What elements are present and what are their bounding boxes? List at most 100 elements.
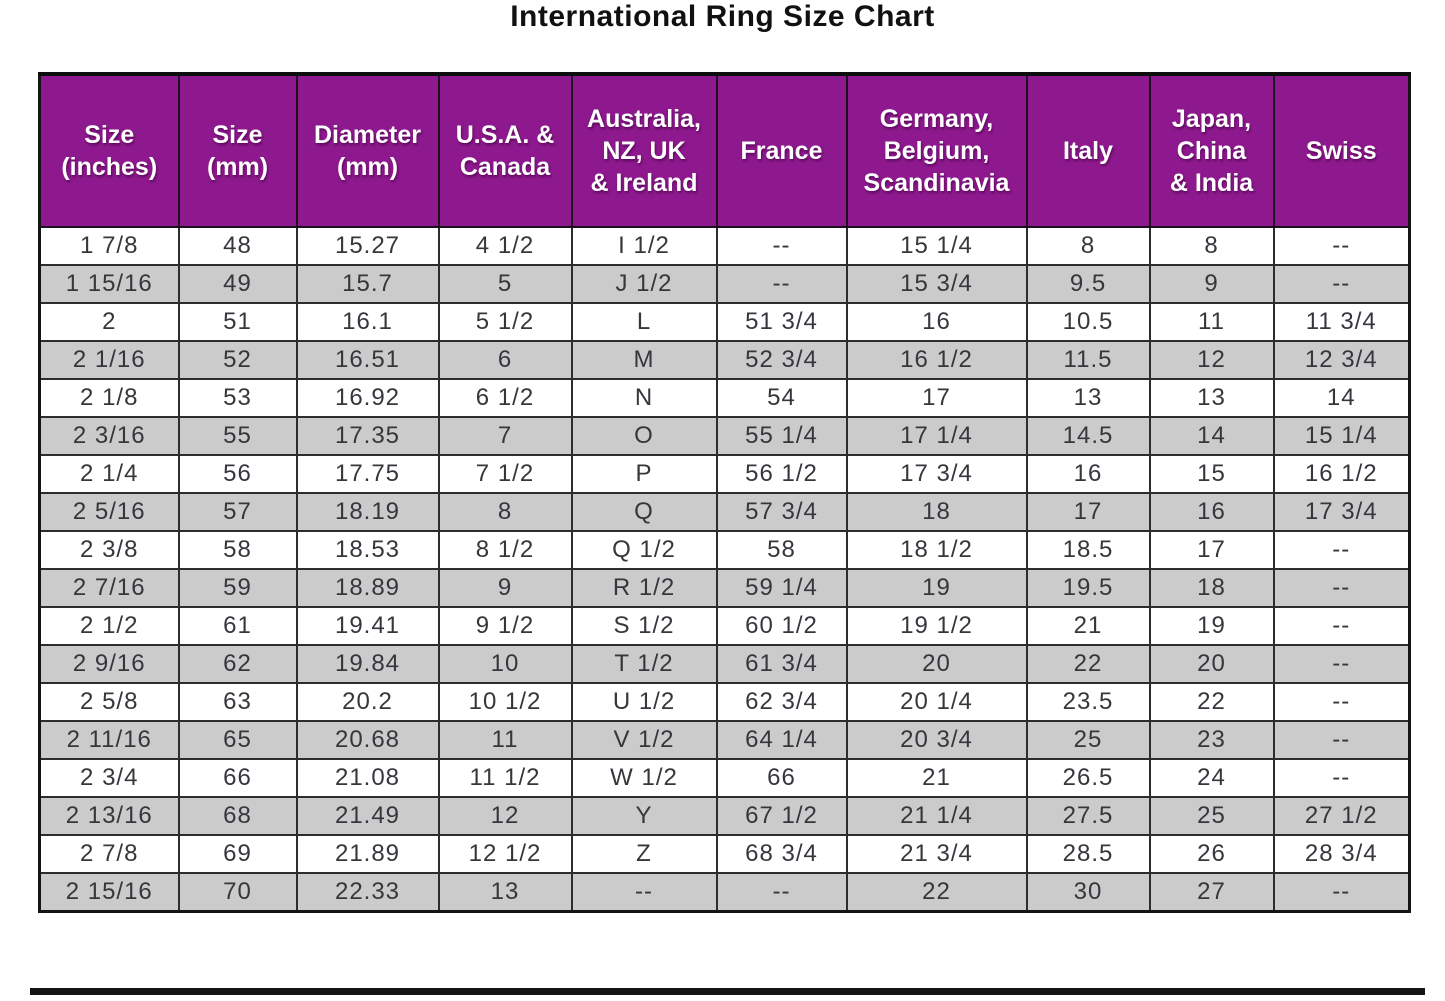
table-cell: R 1/2 [570, 568, 718, 608]
table-cell: 19.84 [295, 644, 440, 684]
table-cell: 63 [177, 682, 298, 722]
table-cell: 2 1/2 [38, 606, 180, 646]
table-cell: 8 1/2 [437, 530, 573, 570]
table-cell: -- [1272, 226, 1411, 266]
table-cell: 6 1/2 [437, 378, 573, 418]
table-cell: 58 [715, 530, 848, 570]
table-cell: 66 [177, 758, 298, 798]
table-cell: 7 1/2 [437, 454, 573, 494]
table-cell: 16.92 [295, 378, 440, 418]
table-cell: 55 1/4 [715, 416, 848, 456]
table-cell: 21 [1025, 606, 1151, 646]
table-cell: -- [1272, 682, 1411, 722]
table-cell: 19 [1148, 606, 1275, 646]
table-cell: 62 [177, 644, 298, 684]
table-cell: -- [715, 872, 848, 913]
table-cell: 18 1/2 [845, 530, 1028, 570]
table-cell: 2 5/16 [38, 492, 180, 532]
table-cell: 17 [1025, 492, 1151, 532]
table-cell: 21.89 [295, 834, 440, 874]
table-cell: Q 1/2 [570, 530, 718, 570]
table-cell: 13 [1148, 378, 1275, 418]
table-cell: 19.41 [295, 606, 440, 646]
table-cell: 24 [1148, 758, 1275, 798]
table-cell: O [570, 416, 718, 456]
table-cell: 8 [1025, 226, 1151, 266]
table-cell: -- [715, 264, 848, 304]
table-cell: 17 3/4 [1272, 492, 1411, 532]
table-cell: 16 [1148, 492, 1275, 532]
table-cell: 21 3/4 [845, 834, 1028, 874]
table-cell: 13 [1025, 378, 1151, 418]
table-cell: 16 1/2 [845, 340, 1028, 380]
table-cell: 1 15/16 [38, 264, 180, 304]
table-row: 2 1/4 56 17.75 7 1/2 P 56 1/2 17 3/4 16 15 16 1/2 [38, 454, 1411, 494]
table-cell: 8 [1148, 226, 1275, 266]
table-cell: 61 [177, 606, 298, 646]
column-header: Italy [1025, 72, 1151, 228]
table-cell: 13 [437, 872, 573, 913]
table-cell: 2 7/16 [38, 568, 180, 608]
table-cell: 11 3/4 [1272, 302, 1411, 342]
table-cell: 15 [1148, 454, 1275, 494]
table-row: 1 7/8 48 15.27 4 1/2 I 1/2 -- 15 1/4 8 8 -- [38, 226, 1411, 266]
table-header: Size (inches) Size (mm) Diameter (mm) U.S.A… [38, 72, 1411, 228]
table-cell: 12 1/2 [437, 834, 573, 874]
table-cell: 28 3/4 [1272, 834, 1411, 874]
table-cell: 55 [177, 416, 298, 456]
table-cell: 20 [845, 644, 1028, 684]
table-cell: 8 [437, 492, 573, 532]
table-cell: -- [1272, 568, 1411, 608]
table-cell: 67 1/2 [715, 796, 848, 836]
table-cell: 19.5 [1025, 568, 1151, 608]
table-cell: -- [1272, 264, 1411, 304]
table-cell: 2 5/8 [38, 682, 180, 722]
table-cell: 22.33 [295, 872, 440, 913]
table-cell: 60 1/2 [715, 606, 848, 646]
table-cell: 66 [715, 758, 848, 798]
table-cell: 48 [177, 226, 298, 266]
table-cell: J 1/2 [570, 264, 718, 304]
table-cell: 14 [1272, 378, 1411, 418]
column-header: U.S.A. & Canada [437, 72, 573, 228]
table-cell: 59 [177, 568, 298, 608]
table-cell: -- [1272, 606, 1411, 646]
table-cell: 61 3/4 [715, 644, 848, 684]
table-cell: 28.5 [1025, 834, 1151, 874]
table-cell: 5 [437, 264, 573, 304]
ring-size-table: Size (inches) Size (mm) Diameter (mm) U.S.A… [38, 72, 1411, 913]
table-cell: Y [570, 796, 718, 836]
table-cell: 52 3/4 [715, 340, 848, 380]
column-header: Size (mm) [177, 72, 298, 228]
table-cell: 18 [1148, 568, 1275, 608]
table-cell: 70 [177, 872, 298, 913]
table-cell: 49 [177, 264, 298, 304]
table-cell: 11.5 [1025, 340, 1151, 380]
table-cell: 23 [1148, 720, 1275, 760]
table-cell: 27.5 [1025, 796, 1151, 836]
table-cell: -- [1272, 758, 1411, 798]
table-cell: 18.19 [295, 492, 440, 532]
table-row: 2 7/8 69 21.89 12 1/2 Z 68 3/4 21 3/4 28.5 26 28 … [38, 834, 1411, 874]
table-row: 2 13/16 68 21.49 12 Y 67 1/2 21 1/4 27.5 25 27 1/… [38, 796, 1411, 836]
table-cell: I 1/2 [570, 226, 718, 266]
table-cell: 20 [1148, 644, 1275, 684]
table-cell: 6 [437, 340, 573, 380]
table-cell: 17 [1148, 530, 1275, 570]
table-cell: 21 [845, 758, 1028, 798]
table-cell: 11 1/2 [437, 758, 573, 798]
table-row: 2 5/8 63 20.2 10 1/2 U 1/2 62 3/4 20 1/4 23.5 22… [38, 682, 1411, 722]
table-cell: 68 [177, 796, 298, 836]
table-cell: 51 3/4 [715, 302, 848, 342]
table-cell: 10 [437, 644, 573, 684]
table-cell: 15 1/4 [845, 226, 1028, 266]
table-cell: 2 3/8 [38, 530, 180, 570]
table-row: 2 15/16 70 22.33 13 -- -- 22 30 27 -- [38, 872, 1411, 913]
table-cell: 30 [1025, 872, 1151, 913]
table-cell: 17 1/4 [845, 416, 1028, 456]
column-header: Swiss [1272, 72, 1411, 228]
table-cell: W 1/2 [570, 758, 718, 798]
table-cell: 17 3/4 [845, 454, 1028, 494]
table-cell: V 1/2 [570, 720, 718, 760]
table-cell: 18.53 [295, 530, 440, 570]
